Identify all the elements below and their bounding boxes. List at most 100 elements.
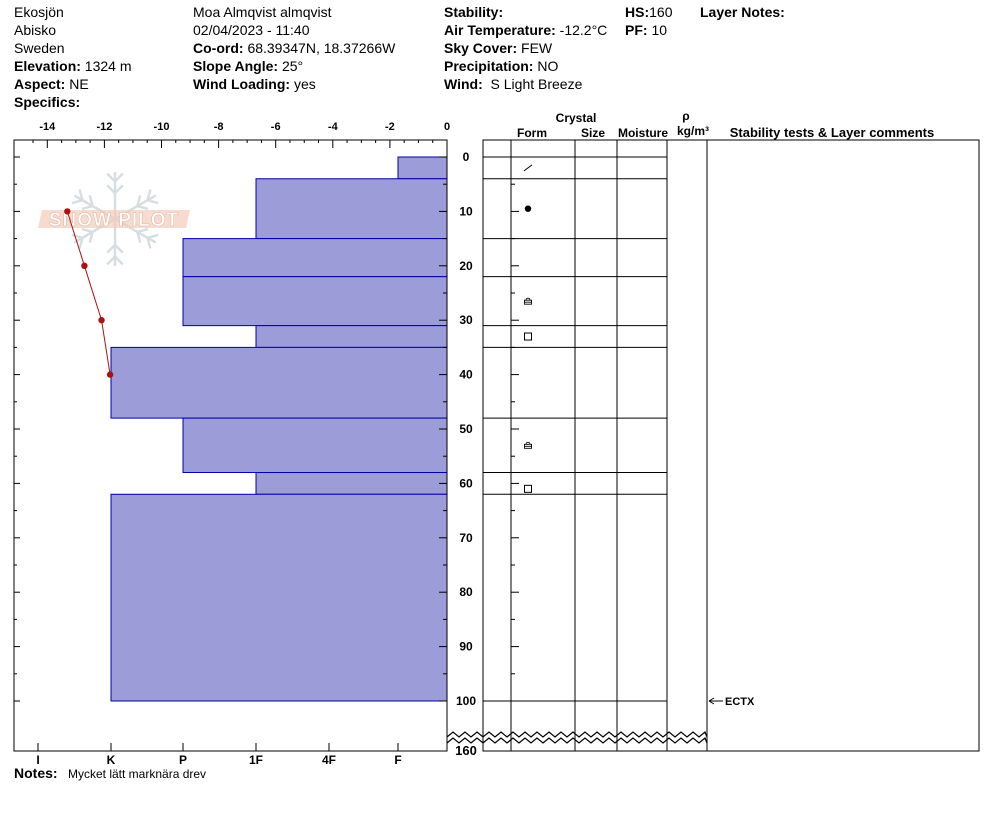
temperature-axis: -14 -12 -10 -8 -6 -4 -2 0 [32, 121, 450, 148]
temp-tick-label: 0 [444, 121, 450, 133]
layer-bar-5 [255, 325, 448, 348]
pf-value: 10 [651, 22, 668, 38]
wind-value: S Light Breeze [490, 76, 583, 92]
watermark-banner [38, 210, 190, 228]
snowflake-branch [106, 184, 116, 195]
layer-bars [110, 156, 448, 702]
layer-bar-3 [182, 238, 448, 278]
layer-bar-9 [110, 493, 448, 702]
coord-value: 68.39347N, 18.37266W [247, 40, 396, 56]
snowflake-branch [114, 255, 124, 266]
slope-label: Slope Angle: [193, 58, 279, 74]
wind-loading-label: Wind Loading: [193, 76, 291, 92]
snowflake-branch [147, 233, 159, 240]
depth-tick-label: 100 [456, 694, 476, 708]
hs-row: HS:160 [625, 3, 672, 21]
snowflake-branch [146, 237, 152, 249]
air-temp-value: -12.2°C [559, 22, 608, 38]
layer-bar-6 [110, 346, 448, 419]
snowflake-branch [78, 237, 84, 249]
air-temp-label: Air Temperature: [444, 22, 556, 38]
crystal-form-cup-icon [524, 441, 532, 449]
snowflake-branch [71, 198, 83, 205]
depth-tick-label: 40 [459, 368, 473, 382]
snowflake-branch [106, 172, 116, 183]
depth-tick-label: 60 [459, 476, 473, 490]
slope-value: 25° [281, 58, 304, 74]
temp-tick-label: -8 [214, 121, 224, 133]
depth-tick-label: 80 [459, 585, 473, 599]
region-name: Abisko [14, 22, 57, 38]
hs-label: HS: [625, 4, 650, 20]
layer-bar-7 [182, 417, 448, 474]
depth-tick-label: 10 [459, 204, 473, 218]
sky-row: Sky Cover: FEW [444, 39, 607, 57]
sky-value: FEW [521, 40, 553, 56]
stability-tests: ECTX [708, 696, 755, 708]
watermark-text: SNOW PILOT [49, 210, 179, 231]
header-observer-block: Moa Almqvist almqvist 02/04/2023 - 11:40… [193, 3, 395, 93]
depth-break-zigzag-lower [446, 737, 708, 744]
depth-tick-label: 70 [459, 531, 473, 545]
header-weather-block: Stability: Air Temperature: -12.2°C Sky … [444, 3, 607, 93]
temp-tick-label: -10 [154, 121, 170, 133]
snowpilot-watermark: SNOW PILOT [38, 172, 190, 266]
snowflake-branch [147, 198, 159, 205]
coord-row: Co-ord: 68.39347N, 18.37266W [193, 39, 395, 57]
snowflake-branch [146, 189, 152, 201]
snowflake-branch [78, 189, 84, 201]
crystal-form-symbols [523, 164, 533, 493]
depth-tick-label: 50 [459, 422, 473, 436]
snowflake-branch [136, 195, 142, 207]
hardness-tick-label: P [179, 753, 187, 767]
coord-label: Co-ord: [193, 40, 244, 56]
form-header: Form [517, 126, 547, 140]
precip-value: NO [537, 58, 559, 74]
pf-label: PF: [625, 22, 648, 38]
snowflake-branch [114, 172, 124, 183]
hardness-tick-label: 1F [249, 753, 263, 767]
notes-text: Mycket lätt marknära drev [68, 767, 206, 781]
depth-tick-label: 90 [459, 640, 473, 654]
temperature-point-4 [106, 371, 114, 378]
wind-row: Wind: S Light Breeze [444, 75, 607, 93]
hardness-tick-label: F [394, 753, 401, 767]
snowflake-branch [106, 243, 116, 254]
location-name: Ekosjön [14, 4, 64, 20]
wind-loading-row: Wind Loading: yes [193, 75, 395, 93]
crystal-form-dot-icon [524, 205, 532, 212]
snowflake-branch [81, 227, 93, 234]
depth-tick-label: 20 [459, 259, 473, 273]
specifics-label: Specifics: [14, 94, 81, 110]
hs-value: 160 [649, 4, 673, 20]
temperature-point-2 [81, 262, 88, 269]
temperature-line [66, 211, 111, 375]
air-temp-row: Air Temperature: -12.2°C [444, 21, 607, 39]
depth-tick-label: 30 [459, 313, 473, 327]
snowflake-branch [88, 195, 94, 207]
notes-label: Notes: [14, 765, 58, 781]
temperature-profile [64, 208, 114, 378]
temp-tick-label: -6 [271, 121, 281, 133]
layer-bar-1 [397, 156, 448, 180]
crystal-form-cup-icon [524, 297, 532, 305]
elevation-label: Elevation: [14, 58, 81, 74]
observer-name: Moa Almqvist almqvist [193, 4, 332, 20]
stability-test-label: ECTX [725, 696, 755, 708]
moisture-header: Moisture [618, 126, 668, 140]
stability-label: Stability: [444, 4, 504, 20]
hardness-axis: I K P 1F 4F F [36, 743, 402, 767]
hardness-tick-label: K [107, 753, 116, 767]
snowflake-branch [88, 231, 94, 243]
country-name: Sweden [14, 40, 65, 56]
snowflake-branch [81, 204, 93, 211]
depth-tick-label: 0 [463, 150, 470, 164]
hardness-plot-frame [13, 139, 448, 752]
snowflake-branch [71, 233, 83, 240]
crystal-form-square-icon [524, 332, 532, 341]
stability-comments-header: Stability tests & Layer comments [730, 125, 934, 140]
snowflake-branch [136, 231, 142, 243]
temp-tick-label: -2 [385, 121, 395, 133]
snowflake-branch [137, 227, 149, 234]
